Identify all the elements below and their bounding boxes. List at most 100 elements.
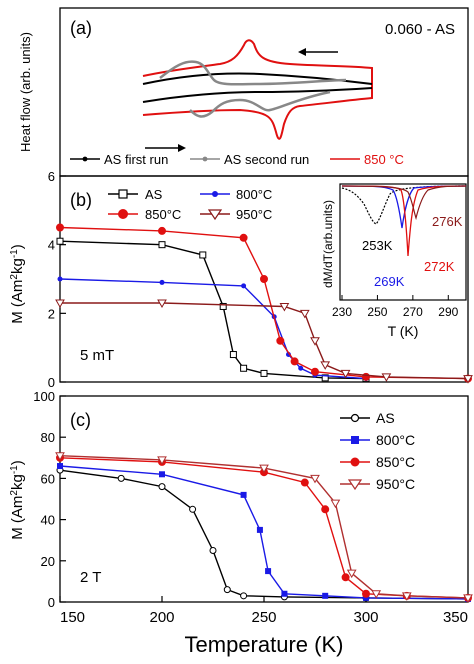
panel-b-series-0-point (229, 351, 237, 359)
inset-peak-253k: 253K (362, 238, 393, 253)
panel-c-series-0-point (189, 505, 197, 513)
panel-c-xtick-label: 200 (149, 609, 174, 626)
panel-b-series-3-point (320, 361, 331, 370)
panel-c-series-0-point (209, 547, 217, 554)
legend-c-850c: 850°C (376, 454, 415, 470)
panel-b-series-0-point (260, 369, 268, 377)
panel-c-series-1-point (363, 594, 369, 601)
inset-xtick-label: 250 (367, 305, 387, 319)
legend-c-950c: 950°C (376, 476, 415, 492)
panel-c-ytick-label: 20 (41, 554, 55, 569)
panel-c-series-3-point (371, 590, 382, 599)
panel-c-ylabel: M (Am2kg-1) (9, 460, 26, 539)
panel-b-series-3-point (157, 299, 167, 309)
panel-c-series-0-point (158, 483, 166, 491)
panel-b-series-1-point (298, 365, 304, 371)
panel-c-series-1-point (256, 526, 263, 533)
panel-b-series-3-point (340, 369, 351, 379)
dsc-second-run-curve (159, 60, 347, 118)
panel-b-ytick-label: 6 (48, 169, 55, 184)
legend-850c: 850 °C (364, 152, 404, 167)
panel-b-series-1-point (159, 279, 165, 285)
panel-b-series-0-point (321, 374, 329, 382)
panel-b-series (55, 223, 473, 384)
legend-b-850c: 850°C (145, 207, 181, 222)
panel-c-series-3-point (259, 464, 269, 474)
panel-b-series-0-point (199, 251, 207, 259)
panel-b-series-1-point (57, 276, 63, 282)
panel-b-label: (b) (70, 190, 92, 210)
panel-c-series (55, 452, 473, 603)
panel-c-series-2-point (341, 573, 350, 582)
panel-c-series-2-point (362, 589, 370, 598)
panel-c-series-3-point (157, 456, 167, 465)
panel-b-series-0-point (56, 237, 64, 245)
panel-c-frame (59, 395, 469, 603)
panel-c-series-1-point (322, 592, 329, 599)
panel-c-legend: AS 800°C 850°C 950°C (340, 410, 415, 492)
panel-b-ytick-label: 4 (48, 238, 55, 253)
panel-b-series-0-point (240, 364, 248, 372)
panel-c-ytick-label: 60 (41, 471, 55, 486)
inset-xlabel: T (K) (388, 323, 419, 339)
inset-peak-269k: 269K (374, 274, 405, 289)
cooling-arrow (298, 48, 338, 56)
panel-b-series-0-point (158, 241, 166, 249)
panel-b-inset: 253K 269K 272K 276K dM/dT(arb.units) 230… (321, 183, 467, 339)
panel-c-series-1-point (240, 491, 247, 498)
inset-ylabel: dM/dT(arb.units) (321, 200, 335, 288)
panel-c-xtick-label: 150 (60, 609, 85, 626)
panel-c-ytick-label: 40 (41, 513, 55, 528)
panel-c-series-0-point (223, 586, 231, 594)
panel-c-y-ticks: 0 20 40 60 80 100 (33, 389, 66, 610)
panel-c-series-0-point (117, 474, 125, 482)
inset-xtick-label: 230 (332, 305, 352, 319)
panel-b-series-0-point (219, 302, 227, 310)
panel-c-series-1-point (159, 471, 165, 478)
panel-b-series-1-point (241, 283, 247, 289)
panel-b-ytick-label: 2 (48, 306, 55, 321)
inset-curve-950c (341, 185, 467, 221)
panel-b-series-3-point (299, 309, 310, 319)
panel-b-ytick-label: 0 (48, 375, 55, 390)
panel-c-series-3-point (310, 474, 320, 484)
panel-c-label: (c) (70, 410, 91, 430)
panel-b-ylabel: M (Am2kg-1) (9, 244, 26, 323)
panel-b-legend: AS 800°C 850°C 950°C (108, 187, 272, 222)
panel-c-series-3-point (55, 452, 65, 461)
x-axis-title: Temperature (K) (185, 632, 344, 657)
legend-c-as: AS (376, 410, 395, 426)
panel-c-xtick-label: 300 (353, 609, 378, 626)
inset-peak-276k: 276K (432, 214, 463, 229)
legend-second-run: AS second run (224, 152, 309, 167)
panel-c-ytick-label: 100 (33, 389, 55, 404)
panel-b-series-2-point (290, 357, 299, 366)
panel-c-series-0-point (240, 592, 248, 600)
panel-c-x-ticks: 150 200 250 300 350 (59, 596, 469, 626)
panel-b-y-ticks: 0 2 4 6 (48, 169, 66, 390)
panel-b-series-3-point (381, 373, 392, 382)
panel-b-field-label: 5 mT (80, 347, 114, 364)
panel-c-series-3-point (346, 569, 357, 579)
legend-b-950c: 950°C (236, 207, 272, 222)
panel-c-ytick-label: 0 (48, 595, 55, 610)
panel-b-series-2-point (239, 233, 248, 242)
panel-a-sample-annotation: 0.060 - AS (385, 21, 455, 38)
inset-x-ticks: 230 250 270 290 (332, 295, 459, 319)
inset-frame (339, 183, 467, 301)
panel-a-label: (a) (70, 18, 92, 38)
panel-c-series-3-point (330, 499, 341, 509)
panel-b: 0 2 4 6 (b) M (Am2kg-1) 5 mT AS 800°C 850°C… (9, 169, 473, 390)
panel-c-series-1-point (57, 463, 63, 470)
panel-c-xtick-label: 350 (443, 609, 468, 626)
panel-c-series-1-point (281, 590, 288, 597)
panel-b-series-3-point (463, 375, 473, 384)
panel-c: 0 20 40 60 80 100 150 200 250 300 350 (c) M (Am2k… (9, 389, 473, 657)
inset-peak-272k: 272K (424, 259, 455, 274)
panel-b-series-3-point (55, 299, 65, 309)
dsc-first-run-curve (142, 72, 373, 103)
panel-a-legend: AS first run AS second run 850 °C (70, 152, 404, 167)
panel-b-series-2-point (311, 367, 319, 376)
panel-c-series-1-point (265, 568, 272, 575)
